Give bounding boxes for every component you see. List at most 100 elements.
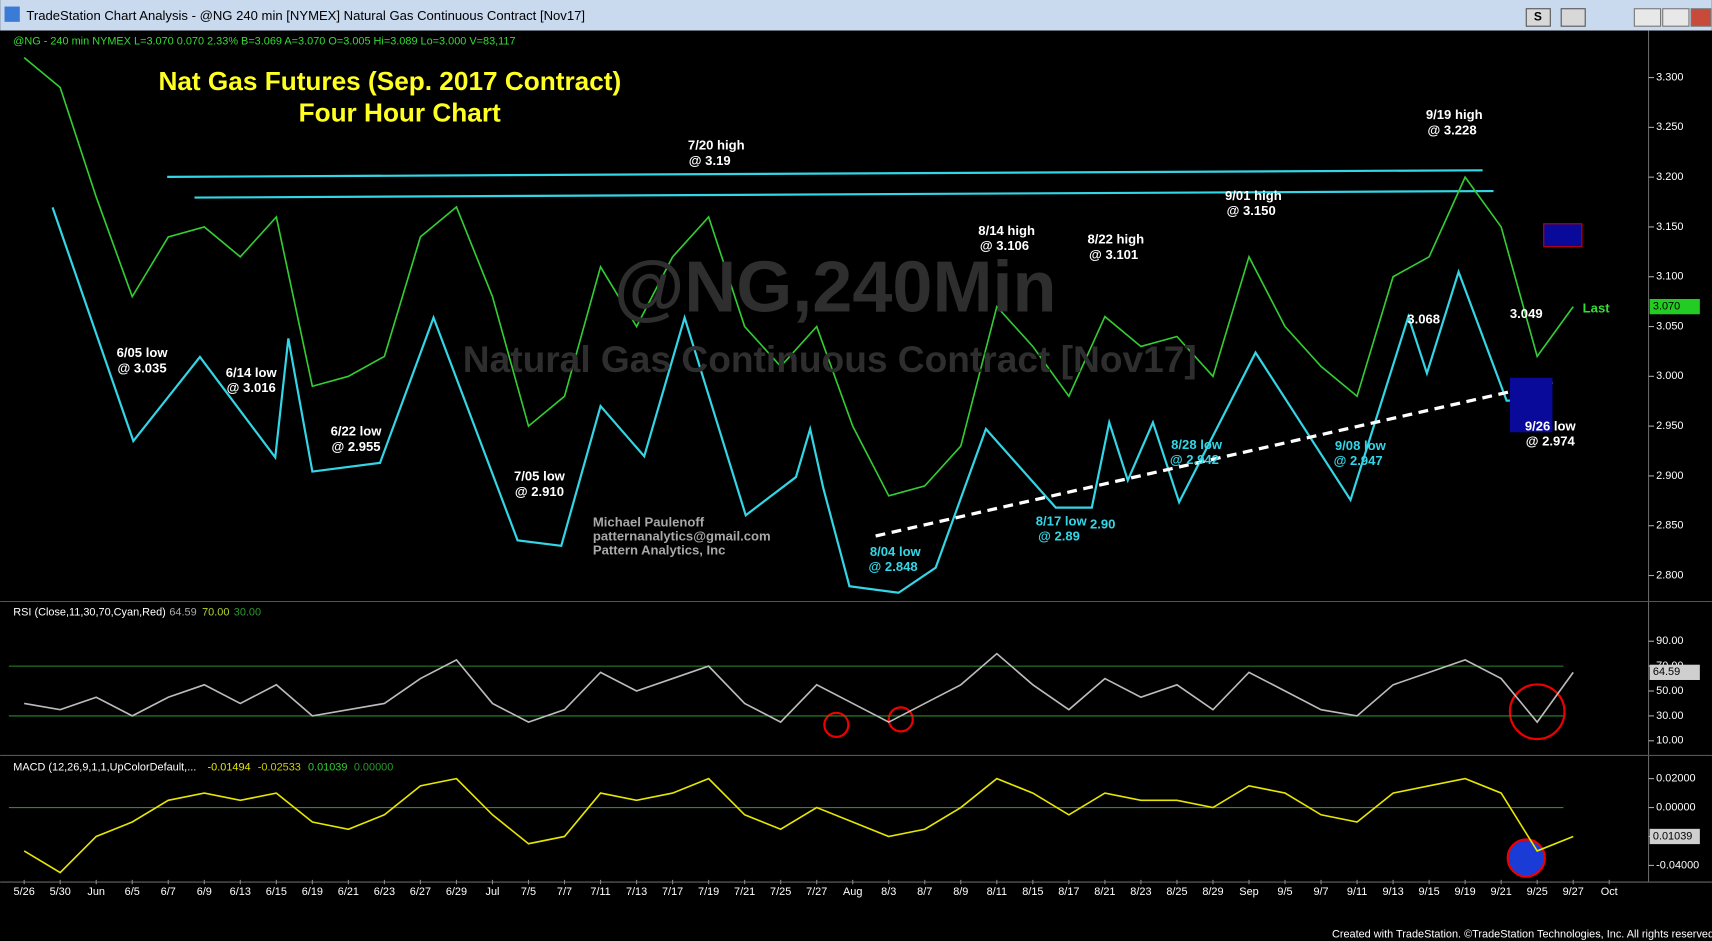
pane-readout: 0.00000 <box>354 761 393 773</box>
zigzag <box>51 207 1549 594</box>
annotation: @ 3.19 <box>689 153 731 168</box>
x-tick-label: 9/19 <box>1455 886 1476 898</box>
x-tick-label: 7/21 <box>734 886 755 898</box>
y-tick-label: 3.150 <box>1656 221 1683 233</box>
series-line <box>24 652 1574 724</box>
annotation: 7/05 low <box>514 469 566 484</box>
last-value-tag <box>1649 664 1700 680</box>
last-value-label: 64.59 <box>1653 666 1680 678</box>
x-tick-label: 9/25 <box>1527 886 1548 898</box>
y-tick-label: 2.900 <box>1656 470 1683 482</box>
y-tick-label: 2.850 <box>1656 520 1683 532</box>
footer: Created with TradeStation. ©TradeStation… <box>1332 928 1712 940</box>
annotation: 6/05 low <box>117 345 169 360</box>
pane-readout: 70.00 <box>202 606 229 618</box>
y-tick-label: 2.800 <box>1656 569 1683 581</box>
x-tick-label: Jun <box>87 886 105 898</box>
x-tick-label: 6/9 <box>197 886 212 898</box>
symbol-button[interactable] <box>1525 8 1551 27</box>
y-tick-label: 0.02000 <box>1656 772 1695 784</box>
annotation: @ 3.228 <box>1427 122 1476 137</box>
highlight-circle <box>823 711 850 738</box>
pane-readout: 0.01039 <box>308 761 347 773</box>
credit: patternanalytics@gmail.com <box>593 529 771 544</box>
app-icon <box>4 6 20 22</box>
annotation: @ 3.016 <box>227 380 276 395</box>
status-line: @NG - 240 min NYMEX L=3.070 0.070 2.33% … <box>13 35 515 47</box>
x-tick-label: Jul <box>486 886 500 898</box>
y-tick-label: 0.00000 <box>1656 801 1695 813</box>
last-value-label: 0.01039 <box>1653 830 1692 842</box>
watermark: Natural Gas Continuous Contract [Nov17] <box>463 338 1197 380</box>
annotation: @ 2.89 <box>1038 529 1080 544</box>
annotation: 6/14 low <box>226 365 278 380</box>
x-tick-label: 8/25 <box>1166 886 1187 898</box>
last-value-tag <box>1649 298 1700 315</box>
annotation: 3.068 <box>1407 311 1440 326</box>
annotation: @ 2.910 <box>515 484 564 499</box>
x-tick-label: 8/9 <box>953 886 968 898</box>
last-value-label: 3.070 <box>1653 300 1680 312</box>
x-tick-label: 6/19 <box>302 886 323 898</box>
annotation: @ 2.848 <box>869 559 918 574</box>
x-tick-label: 7/11 <box>590 886 610 898</box>
annotation: 9/01 high <box>1225 188 1282 203</box>
annotation: 2.90 <box>1090 517 1115 532</box>
annotation: 8/22 high <box>1087 232 1144 247</box>
y-tick-label: 3.100 <box>1656 271 1683 283</box>
support-line <box>875 380 1553 538</box>
pane-title: MACD (12,26,9,1,1,UpColorDefault,... <box>13 761 196 773</box>
x-tick-label: 6/15 <box>266 886 287 898</box>
x-tick-label: 6/7 <box>161 886 176 898</box>
annotation: 7/20 high <box>688 138 745 153</box>
last-value-tag <box>1649 828 1700 845</box>
x-tick-label: 7/25 <box>770 886 791 898</box>
pane-title: RSI (Close,11,30,70,Cyan,Red) <box>13 606 166 618</box>
pane-readout: -0.01494 <box>208 761 251 773</box>
annotation: 9/08 low <box>1335 438 1387 453</box>
x-tick-label: Sep <box>1239 886 1258 898</box>
x-tick-label: 6/21 <box>338 886 359 898</box>
x-tick-label: 9/21 <box>1491 886 1512 898</box>
annotation: 9/19 high <box>1426 107 1483 122</box>
y-tick-label: 3.250 <box>1656 121 1683 133</box>
x-tick-label: 7/13 <box>626 886 647 898</box>
x-tick-label: 8/3 <box>881 886 896 898</box>
credit: Pattern Analytics, Inc <box>593 543 726 558</box>
x-tick-label: 8/29 <box>1202 886 1223 898</box>
x-tick-label: 8/7 <box>917 886 932 898</box>
window-title: TradeStation Chart Analysis - @NG 240 mi… <box>26 8 585 23</box>
annotation: 8/17 low <box>1036 513 1088 528</box>
y-tick-label: 50.00 <box>1656 685 1683 697</box>
x-tick-label: 7/19 <box>698 886 719 898</box>
y-tick-label: 3.300 <box>1656 71 1683 83</box>
x-tick-label: 9/15 <box>1418 886 1439 898</box>
close-button[interactable] <box>1690 8 1712 27</box>
pane-readout: 30.00 <box>234 606 261 618</box>
x-tick-label: 9/13 <box>1382 886 1403 898</box>
chart-title: Nat Gas Futures (Sep. 2017 Contract) <box>158 66 621 96</box>
annotation: @ 3.101 <box>1089 247 1138 262</box>
highlight-circle <box>887 706 914 733</box>
link-button[interactable] <box>1560 8 1586 27</box>
highlight-circle <box>1506 838 1546 878</box>
x-tick-label: 6/23 <box>374 886 395 898</box>
x-tick-label: 8/17 <box>1058 886 1079 898</box>
annotation: @ 3.035 <box>118 360 167 375</box>
annotation: 8/14 high <box>978 223 1035 238</box>
y-tick-label: 90.00 <box>1656 635 1683 647</box>
annotation: @ 2.955 <box>331 439 380 454</box>
annotation: @ 3.150 <box>1227 203 1276 218</box>
annotation: @ 2.942 <box>1170 452 1219 467</box>
x-tick-label: 7/27 <box>806 886 827 898</box>
x-tick-label: 7/17 <box>662 886 683 898</box>
minimize-button[interactable] <box>1633 8 1662 27</box>
series-line <box>23 777 1574 874</box>
annotation: @ 2.974 <box>1526 434 1576 449</box>
x-tick-label: 5/26 <box>14 886 35 898</box>
target-box <box>1543 223 1583 248</box>
y-tick-label: 3.000 <box>1656 370 1683 382</box>
target-box <box>1509 377 1553 433</box>
maximize-button[interactable] <box>1662 8 1690 27</box>
